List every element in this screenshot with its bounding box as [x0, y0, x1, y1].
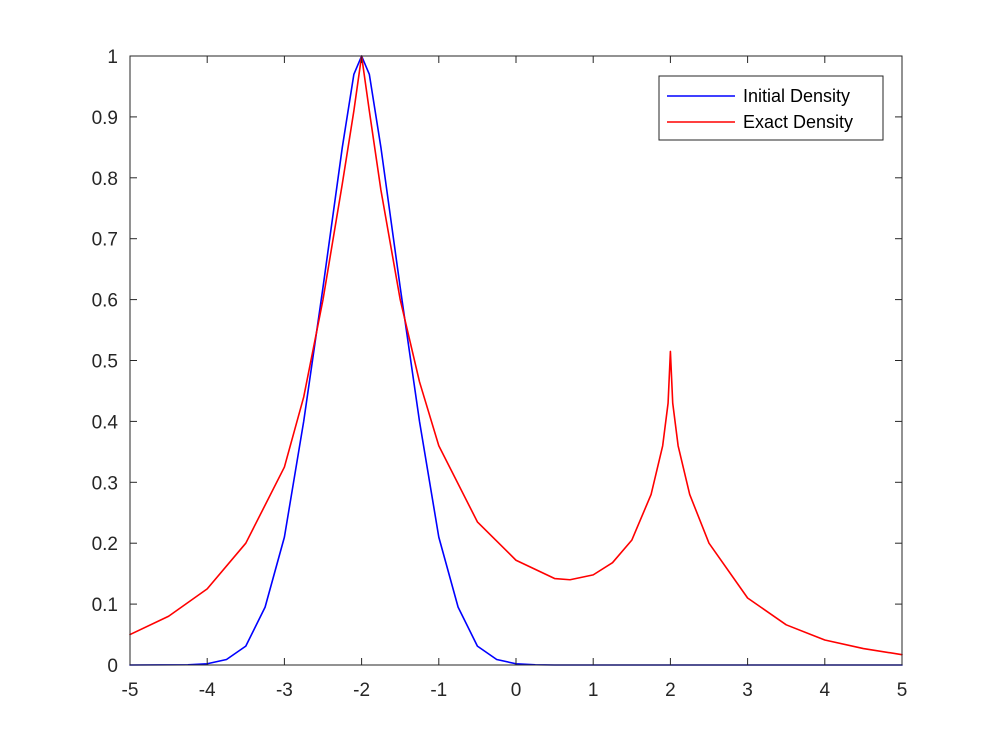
x-tick-label: -5 — [122, 680, 139, 701]
series-line-exact-density — [129, 55, 903, 656]
y-tick-label: 0 — [107, 656, 118, 677]
x-tick-label: 5 — [897, 680, 908, 701]
legend-box — [658, 75, 884, 141]
y-tick-label: 1 — [107, 47, 118, 68]
y-tick-label: 0.1 — [92, 595, 118, 616]
series-line-initial-density — [129, 55, 903, 666]
legend-label: Exact Density — [743, 112, 853, 132]
x-tick-label: 0 — [511, 680, 522, 701]
x-tick-label: 4 — [820, 680, 831, 701]
y-tick-label: 0.5 — [92, 352, 118, 373]
y-tick-label: 0.3 — [92, 473, 118, 494]
x-tick-label: 1 — [588, 680, 599, 701]
y-tick-label: 0.9 — [92, 108, 118, 129]
y-tick-label: 0.8 — [92, 169, 118, 190]
y-tick-label: 0.7 — [92, 230, 118, 251]
x-tick-label: -2 — [353, 680, 370, 701]
x-tick-label: 2 — [665, 680, 676, 701]
x-tick-label: 3 — [742, 680, 753, 701]
y-tick-label: 0.2 — [92, 534, 118, 555]
x-tick-label: -4 — [199, 680, 216, 701]
ticks-layer: -5 -4 -3 -2 -1 0 1 2 3 4 5 0 0.1 0.2 0.3 0.4 0.5 0.6 0.7 0.… — [92, 47, 908, 701]
y-tick-label: 0.4 — [92, 412, 119, 433]
x-tick-label: -1 — [430, 680, 447, 701]
plot-area — [130, 56, 902, 665]
x-tick-label: -3 — [276, 680, 293, 701]
legend: Initial Density Exact Density — [658, 75, 884, 141]
y-tick-label: 0.6 — [92, 291, 118, 312]
legend-label: Initial Density — [743, 86, 850, 106]
series-layer — [129, 55, 903, 666]
